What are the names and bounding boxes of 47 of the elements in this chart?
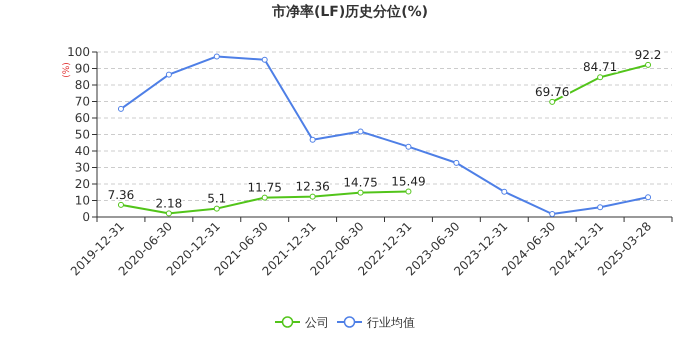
point	[262, 56, 268, 63]
y-tick-label: 10	[74, 194, 90, 208]
y-tick-label: 30	[74, 160, 90, 174]
y-tick-label: 20	[74, 177, 90, 191]
data-label: 14.75	[343, 176, 378, 190]
point	[262, 194, 268, 201]
point	[118, 106, 124, 112]
point	[453, 160, 460, 166]
point	[597, 74, 604, 80]
data-label: 2.18	[156, 196, 182, 210]
point	[501, 188, 508, 195]
point	[166, 210, 172, 216]
data-label: 92.2	[634, 48, 662, 62]
y-tick-label: 50	[74, 128, 90, 142]
point	[549, 211, 556, 218]
legend-label: 行业均值	[367, 316, 415, 330]
point	[405, 188, 412, 194]
data-label: 15.49	[391, 174, 426, 188]
data-label: 11.75	[248, 180, 282, 195]
point	[358, 190, 364, 196]
data-label: 69.76	[535, 84, 570, 99]
point	[549, 98, 556, 105]
y-tick-label: 100	[67, 45, 90, 59]
point	[118, 202, 124, 208]
data-label: 7.36	[108, 188, 134, 202]
point	[310, 136, 316, 143]
y-tick-label: 70	[74, 94, 90, 108]
data-label: 84.71	[582, 60, 618, 74]
point	[405, 144, 412, 150]
y-tick-label: 40	[74, 144, 90, 158]
legend-label: 公司	[305, 316, 329, 330]
chart-title: 市净率(LF)历史分位(%)	[270, 3, 428, 20]
point	[645, 62, 652, 68]
y-tick-label: 90	[74, 62, 90, 76]
point	[597, 204, 604, 210]
y-tick-label: 0	[82, 210, 90, 224]
data-label: 12.36	[295, 180, 330, 194]
point	[214, 206, 220, 212]
y-axis-title: (%)	[62, 62, 72, 78]
point	[166, 72, 172, 78]
y-tick-label: 80	[74, 78, 90, 92]
point	[645, 194, 652, 200]
point	[214, 53, 220, 60]
y-tick-label: 60	[74, 111, 90, 125]
point	[358, 128, 364, 135]
point	[310, 194, 316, 200]
data-label: 5.1	[207, 192, 226, 206]
